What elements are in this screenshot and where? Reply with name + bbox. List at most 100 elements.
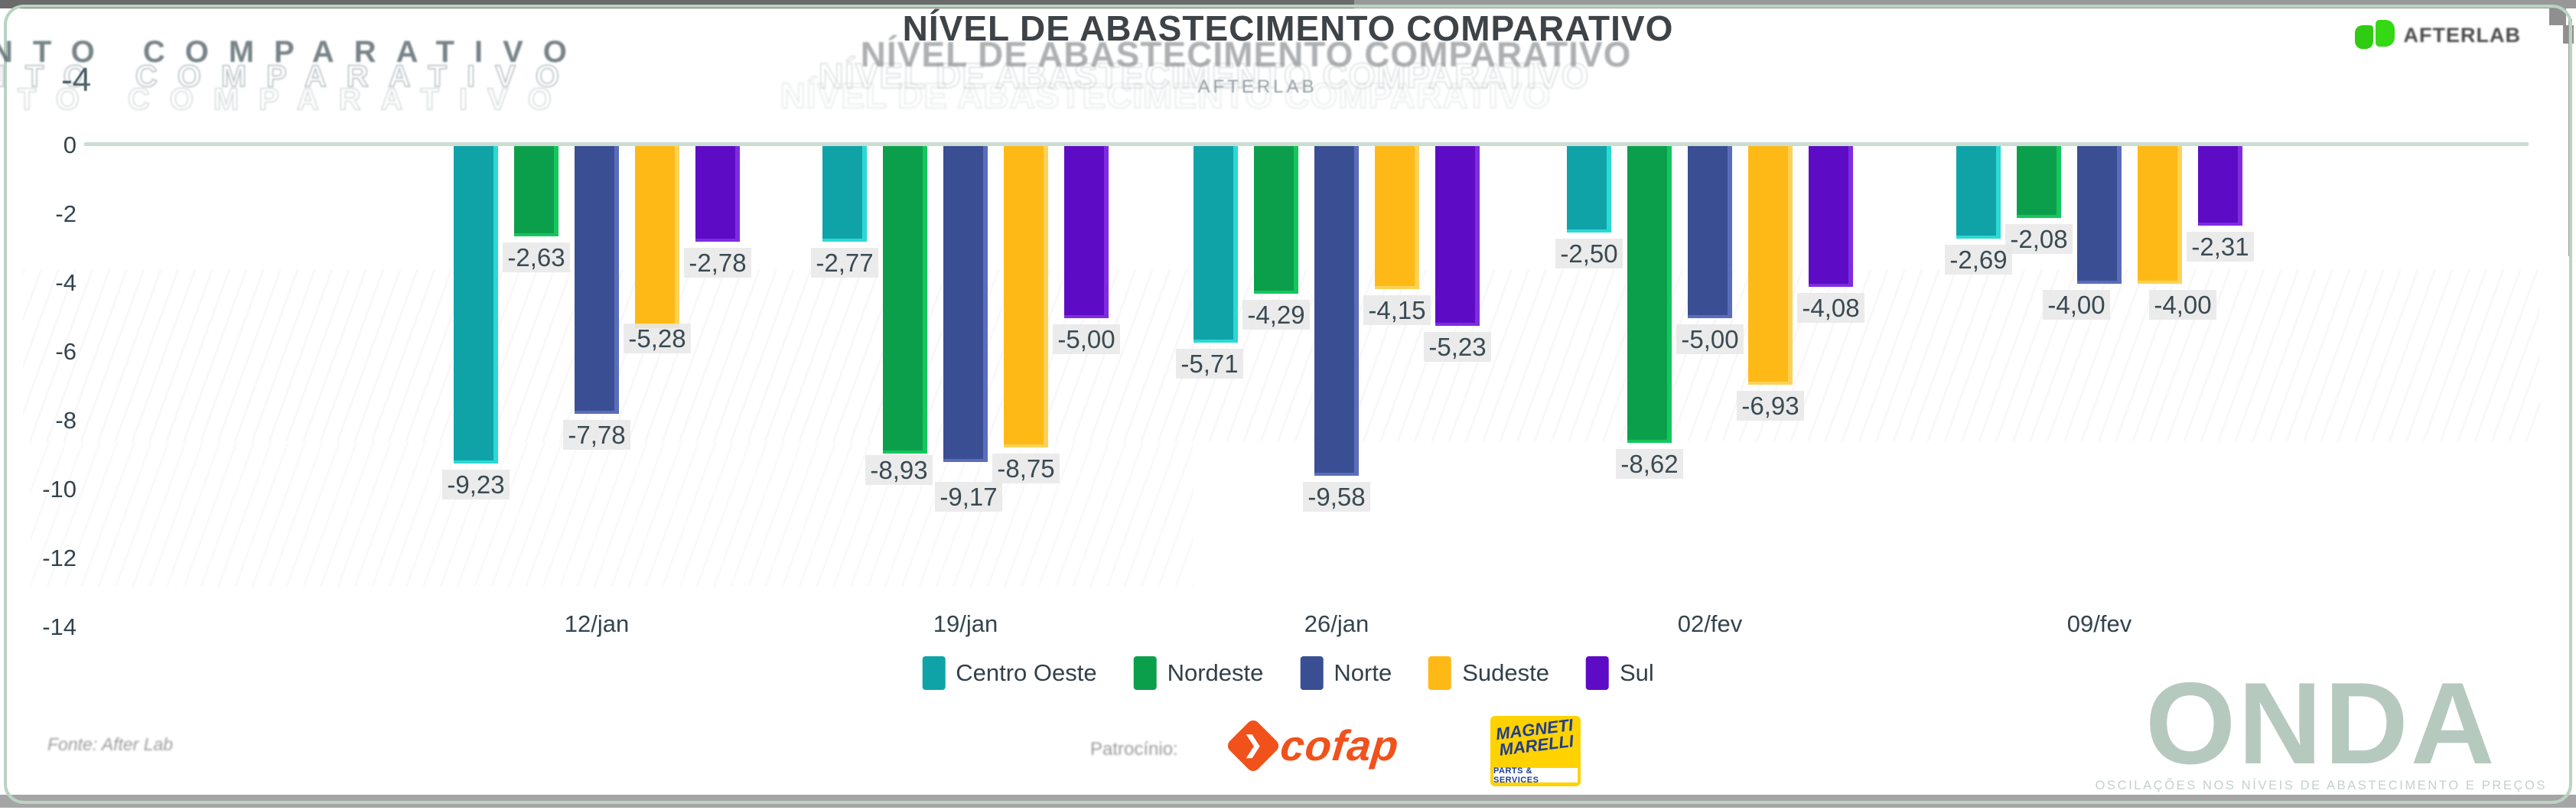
bar-value-label: -2,69 bbox=[1921, 245, 2036, 275]
legend-item-norte[interactable]: Norte bbox=[1300, 656, 1392, 690]
page-title-ghost: NÍVEL DE ABASTECIMENTO COMPARATIVO bbox=[860, 34, 1632, 74]
bar-value-label: -9,58 bbox=[1279, 482, 1394, 512]
bar-value-label: -7,78 bbox=[539, 420, 654, 450]
bar-value-label: -2,08 bbox=[1982, 224, 2096, 254]
legend-item-sudeste[interactable]: Sudeste bbox=[1428, 656, 1549, 690]
cofap-x-icon: ❯ bbox=[1225, 717, 1281, 774]
page-title: NÍVEL DE ABASTECIMENTO COMPARATIVO bbox=[902, 8, 1674, 48]
bar-nordeste-19-jan[interactable] bbox=[883, 146, 927, 454]
cofap-logo: ❯ cofap bbox=[1225, 717, 1402, 774]
legend-label: Sudeste bbox=[1462, 659, 1549, 686]
bar-nordeste-09-fev[interactable] bbox=[2017, 146, 2061, 218]
bar-nordeste-26-jan[interactable] bbox=[1254, 146, 1298, 294]
brand-logo: AFTERLAB bbox=[2354, 18, 2521, 52]
sponsor-label: Patrocínio: bbox=[1090, 739, 1178, 760]
bar-value-label: -4,15 bbox=[1340, 295, 1454, 325]
legend-swatch-sudeste bbox=[1428, 656, 1452, 690]
bar-value-label: -9,17 bbox=[911, 482, 1026, 512]
ghost-hatch-band bbox=[23, 269, 2540, 441]
legend-label: Norte bbox=[1334, 659, 1392, 686]
y-tick-label: -8 bbox=[55, 407, 77, 434]
cofap-wordmark: cofap bbox=[1278, 721, 1402, 769]
bar-sudeste-26-jan[interactable] bbox=[1375, 146, 1419, 289]
legend-label: Sul bbox=[1619, 659, 1654, 686]
bar-sul-26-jan[interactable] bbox=[1435, 146, 1480, 326]
bar-value-label: -5,23 bbox=[1400, 332, 1515, 362]
legend-item-centro-oeste[interactable]: Centro Oeste bbox=[922, 656, 1097, 690]
bar-value-label: -2,78 bbox=[660, 248, 775, 278]
top-scrollbar-artifact-light bbox=[1354, 0, 2576, 8]
bar-norte-12-jan[interactable] bbox=[575, 146, 619, 414]
y-tick-label: -4 bbox=[55, 269, 77, 296]
x-tick-label: 09/fev bbox=[2066, 610, 2132, 637]
bar-value-label: -4,29 bbox=[1219, 300, 1334, 330]
bar-sudeste-09-fev[interactable] bbox=[2138, 146, 2182, 284]
y-tick-label: 0 bbox=[63, 132, 77, 158]
top-scrollbar-artifact bbox=[0, 0, 1354, 8]
onda-watermark: ONDA OSCILAÇÕES NOS NÍVEIS DE ABASTECIME… bbox=[2096, 659, 2547, 793]
bar-value-label: -2,77 bbox=[787, 248, 902, 278]
bar-value-label: -8,93 bbox=[842, 455, 956, 485]
ghost-title-fragment: NTO COMPARATIVO bbox=[0, 59, 579, 94]
bar-centro-oeste-12-jan[interactable] bbox=[454, 146, 498, 464]
bar-norte-09-fev[interactable] bbox=[2077, 146, 2122, 284]
x-tick-label: 02/fev bbox=[1677, 610, 1743, 637]
brand-leaf-icon bbox=[2354, 18, 2395, 52]
page-title-ghost: NÍVEL DE ABASTECIMENTO COMPARATIVO bbox=[780, 75, 1552, 116]
brand-name: AFTERLAB bbox=[2403, 23, 2521, 47]
bar-centro-oeste-19-jan[interactable] bbox=[822, 146, 867, 242]
bar-norte-26-jan[interactable] bbox=[1314, 146, 1359, 476]
y-tick-label: -14 bbox=[42, 613, 77, 640]
bar-centro-oeste-09-fev[interactable] bbox=[1956, 146, 2001, 239]
bar-value-label: -5,00 bbox=[1029, 324, 1144, 354]
right-edge-artifact bbox=[2568, 19, 2572, 256]
page-subtitle: AFTERLAB bbox=[1197, 76, 1317, 97]
bar-value-label: -8,75 bbox=[969, 454, 1083, 483]
bar-value-label: -4,08 bbox=[1773, 293, 1888, 323]
bar-centro-oeste-26-jan[interactable] bbox=[1194, 146, 1238, 343]
y-tick-label: -2 bbox=[55, 200, 77, 227]
onda-wordmark: ONDA bbox=[2145, 659, 2497, 789]
bar-sul-09-fev[interactable] bbox=[2198, 146, 2242, 226]
x-tick-label: 12/jan bbox=[564, 610, 630, 637]
legend-swatch-centro-oeste bbox=[922, 656, 946, 690]
legend-item-nordeste[interactable]: Nordeste bbox=[1133, 656, 1263, 690]
bar-value-label: -2,63 bbox=[479, 242, 594, 272]
bar-sul-19-jan[interactable] bbox=[1064, 146, 1109, 318]
bar-norte-02-fev[interactable] bbox=[1688, 146, 1732, 318]
bottom-scrollbar-artifact bbox=[0, 795, 2576, 808]
ghost-title-fragment: NTO COMPARATIVO bbox=[0, 82, 572, 117]
bar-sul-12-jan[interactable] bbox=[695, 146, 740, 242]
zero-gridline bbox=[84, 142, 2529, 146]
legend: Centro Oeste Nordeste Norte Sudeste Sul bbox=[922, 656, 1654, 690]
bar-centro-oeste-02-fev[interactable] bbox=[1567, 146, 1611, 233]
legend-label: Centro Oeste bbox=[956, 659, 1097, 686]
bar-value-label: -4,00 bbox=[2125, 290, 2240, 320]
legend-swatch-nordeste bbox=[1133, 656, 1157, 690]
bar-sudeste-19-jan[interactable] bbox=[1004, 146, 1048, 447]
y-tick-label: -12 bbox=[42, 545, 77, 571]
bar-nordeste-12-jan[interactable] bbox=[514, 146, 559, 236]
y-tick-label: -10 bbox=[42, 476, 77, 503]
bar-value-label: -9,23 bbox=[418, 470, 533, 499]
legend-swatch-sul bbox=[1585, 656, 1609, 690]
corner-artifact bbox=[2549, 8, 2566, 25]
bar-value-label: -5,28 bbox=[600, 324, 715, 353]
source-note: Fonte: After Lab bbox=[47, 734, 174, 754]
bar-value-label: -2,31 bbox=[2163, 232, 2278, 262]
bar-sul-02-fev[interactable] bbox=[1809, 146, 1853, 287]
bar-value-label: -6,93 bbox=[1713, 391, 1828, 421]
legend-swatch-norte bbox=[1300, 656, 1324, 690]
bar-sudeste-12-jan[interactable] bbox=[635, 146, 679, 328]
page-title-ghost: NÍVEL DE ABASTECIMENTO COMPARATIVO bbox=[818, 55, 1590, 96]
bar-nordeste-02-fev[interactable] bbox=[1627, 146, 1672, 443]
magneti-marelli-logo: MAGNETI MARELLI PARTS & SERVICES bbox=[1490, 716, 1581, 786]
bar-norte-19-jan[interactable] bbox=[943, 146, 988, 462]
bar-value-label: -2,50 bbox=[1532, 239, 1646, 268]
ghost-axis-tick: -4 bbox=[61, 61, 92, 99]
legend-item-sul[interactable]: Sul bbox=[1585, 656, 1654, 690]
bar-sudeste-02-fev[interactable] bbox=[1748, 146, 1793, 385]
bar-value-label: -8,62 bbox=[1592, 449, 1707, 479]
bar-value-label: -4,00 bbox=[2019, 290, 2134, 320]
